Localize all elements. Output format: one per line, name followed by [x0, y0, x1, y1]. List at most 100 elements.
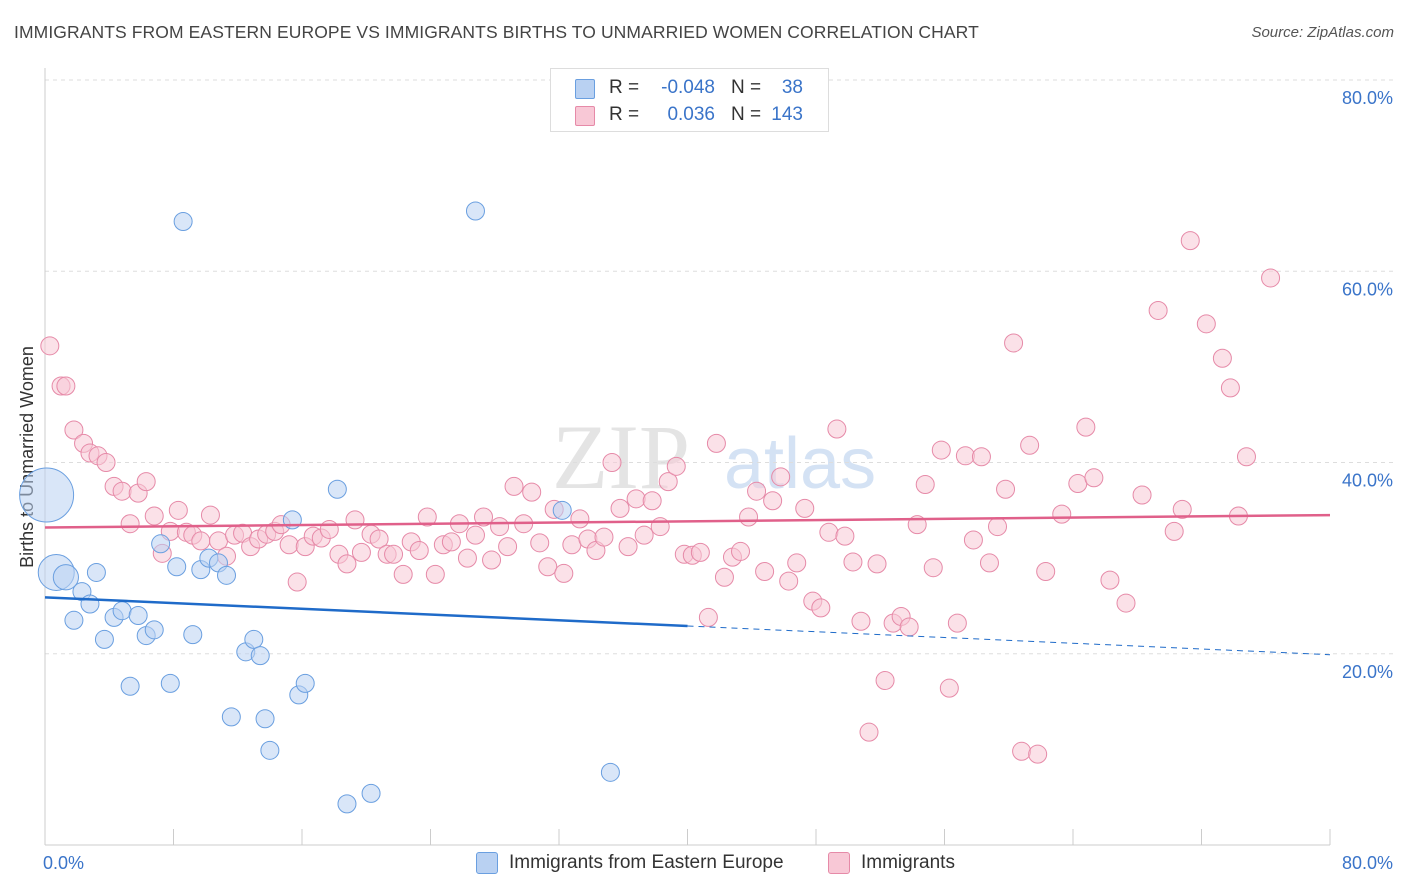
- eastern-europe-point: [167, 557, 187, 577]
- r-label: R =: [609, 104, 640, 125]
- immigrants-point: [666, 456, 686, 476]
- immigrants-point: [384, 544, 404, 564]
- legend-swatch-eastern-europe: [476, 852, 498, 874]
- legend-label-eastern-europe: Immigrants from Eastern Europe: [509, 852, 784, 873]
- immigrants-point: [819, 522, 839, 542]
- immigrants-point: [1220, 378, 1240, 398]
- immigrants-point: [498, 537, 518, 557]
- immigrants-point: [787, 553, 807, 573]
- y-axis-label: Births to Unmarried Women: [17, 346, 37, 568]
- immigrants-point: [351, 542, 371, 562]
- y-tick-label: 80.0%: [1342, 88, 1393, 108]
- immigrants-point: [538, 557, 558, 577]
- eastern-europe-point: [112, 601, 132, 621]
- immigrants-point: [1261, 268, 1281, 288]
- immigrants-point: [763, 491, 783, 511]
- immigrants-point: [562, 535, 582, 555]
- immigrants-point: [955, 446, 975, 466]
- eastern-europe-point: [295, 673, 315, 693]
- immigrants-point: [393, 564, 413, 584]
- immigrants-point: [490, 517, 510, 537]
- watermark-zip: ZIP: [552, 406, 690, 508]
- immigrants-point: [747, 481, 767, 501]
- immigrants-point: [690, 542, 710, 562]
- axes: 20.0% 40.0% 60.0% 80.0%: [44, 68, 1393, 846]
- trend-lines: [44, 513, 1331, 656]
- y-tick-label: 60.0%: [1342, 279, 1393, 299]
- eastern-europe-point: [19, 467, 75, 523]
- immigrants-point: [731, 541, 751, 561]
- immigrants-point: [867, 554, 887, 574]
- immigrants-point: [915, 474, 935, 494]
- immigrants-point: [64, 420, 84, 440]
- immigrants-point: [96, 453, 116, 472]
- r-label: R =: [609, 77, 640, 98]
- immigrants-point: [1012, 741, 1032, 761]
- eastern-europe-point: [52, 564, 79, 591]
- immigrants-point: [714, 567, 734, 587]
- eastern-europe-point: [337, 794, 357, 814]
- immigrants-point: [191, 531, 211, 551]
- immigrants-point: [1236, 447, 1256, 467]
- immigrants-point: [409, 540, 429, 560]
- immigrants-point: [1212, 348, 1232, 368]
- eastern-europe-point: [221, 707, 241, 727]
- n-label: N =: [731, 77, 762, 98]
- immigrants-point: [112, 481, 132, 501]
- immigrants-point: [1020, 435, 1040, 455]
- immigrants-point: [337, 554, 357, 574]
- immigrants-point: [1132, 485, 1152, 505]
- legend-swatch-immigrants: [828, 852, 850, 874]
- immigrants-point: [441, 532, 461, 552]
- eastern-europe-trend-extension: [687, 625, 1331, 656]
- immigrants-point: [899, 617, 919, 637]
- immigrants-trend-line: [44, 513, 1331, 529]
- immigrants-point: [827, 419, 847, 439]
- series-legend: Immigrants from Eastern Europe Immigrant…: [0, 850, 1406, 880]
- eastern-europe-trend-line: [44, 596, 688, 628]
- immigrants-point: [843, 552, 863, 572]
- watermark-atlas: atlas: [724, 424, 876, 504]
- eastern-europe-point: [160, 673, 180, 693]
- immigrants-point: [963, 530, 983, 550]
- immigrants-point: [345, 510, 365, 530]
- immigrants-point: [1036, 562, 1056, 582]
- immigrants-point: [971, 447, 991, 467]
- n-label: N =: [731, 104, 762, 125]
- immigrants-point: [279, 535, 299, 555]
- immigrants-point: [1100, 570, 1120, 590]
- immigrants-point: [530, 533, 550, 553]
- eastern-europe-point: [600, 762, 620, 782]
- eastern-europe-point: [250, 646, 270, 666]
- y-tick-label: 20.0%: [1342, 662, 1393, 682]
- immigrants-point: [465, 525, 485, 545]
- immigrants-point: [1116, 593, 1136, 613]
- immigrants-point: [642, 491, 662, 511]
- eastern-europe-point: [173, 212, 193, 232]
- immigrants-point: [1052, 504, 1072, 524]
- immigrants-point: [626, 489, 646, 509]
- blue-swatch: [575, 79, 595, 99]
- source-label: Source: ZipAtlas.com: [1251, 24, 1394, 41]
- immigrants-point: [594, 527, 614, 547]
- immigrants-point: [319, 519, 339, 539]
- pink-swatch: [575, 106, 595, 126]
- immigrants-point: [859, 722, 879, 742]
- immigrants-point: [40, 336, 60, 356]
- stats-legend: R = -0.048 N = 38 R = 0.036 N = 143: [550, 68, 829, 132]
- eastern-europe-point: [327, 479, 347, 499]
- eastern-europe-point: [361, 783, 381, 803]
- eastern-europe-point: [552, 500, 572, 520]
- immigrants-point: [200, 505, 220, 525]
- immigrants-point: [56, 376, 76, 396]
- immigrants-point: [1196, 314, 1216, 334]
- stats-legend-row-eastern-europe: R = -0.048 N = 38: [551, 75, 828, 101]
- immigrants-point: [996, 479, 1016, 499]
- r-value: -0.048: [661, 77, 715, 98]
- eastern-europe-point: [217, 565, 237, 585]
- eastern-europe-point: [144, 620, 164, 640]
- immigrants-point: [947, 613, 967, 633]
- immigrants-point: [658, 472, 678, 492]
- eastern-europe-point: [64, 610, 84, 630]
